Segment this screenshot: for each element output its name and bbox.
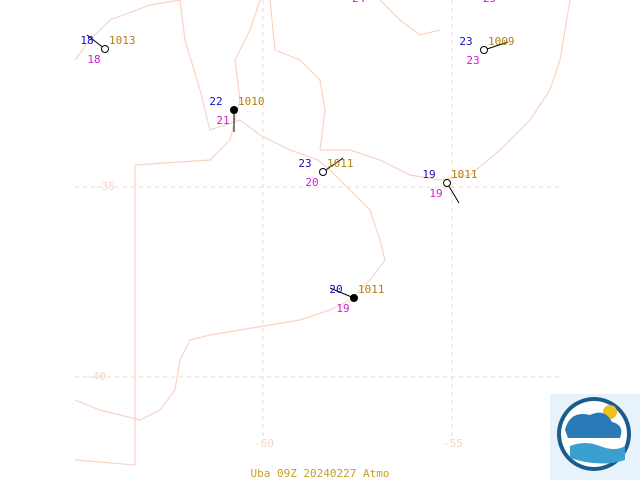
pressure: 1011 bbox=[451, 168, 478, 181]
grid-lines bbox=[75, 0, 560, 440]
lat-label: -40 bbox=[86, 370, 106, 383]
cut-label: 24 bbox=[352, 0, 366, 5]
wind-barb bbox=[329, 287, 355, 299]
pressure: 1011 bbox=[327, 157, 354, 170]
dewpoint: 23 bbox=[466, 54, 479, 67]
temperature: 20 bbox=[329, 283, 342, 296]
footer: Uba 09Z 20240227 Atmo bbox=[250, 467, 389, 480]
dewpoint: 19 bbox=[336, 302, 349, 315]
station-marker bbox=[230, 106, 238, 114]
station-marker bbox=[443, 179, 451, 187]
cut-label: 25 bbox=[483, 0, 496, 5]
coastlines bbox=[74, 0, 571, 466]
dewpoint: 19 bbox=[429, 187, 442, 200]
lat-label: -35 bbox=[95, 180, 115, 193]
pressure: 1013 bbox=[109, 34, 136, 47]
temperature: 23 bbox=[459, 35, 472, 48]
pressure: 1010 bbox=[238, 95, 265, 108]
stations: 18 1013 18 22 1010 21 23 1011 20 19 1011 19 20 1011 19… bbox=[80, 34, 514, 315]
logo bbox=[550, 394, 640, 480]
station-marker bbox=[480, 46, 488, 54]
wind-barb bbox=[322, 157, 344, 173]
station-marker bbox=[101, 45, 109, 53]
dewpoint: 18 bbox=[87, 53, 100, 66]
station-marker bbox=[319, 168, 327, 176]
lon-label: -60 bbox=[254, 437, 274, 450]
dewpoint: 21 bbox=[216, 114, 229, 127]
pressure: 1011 bbox=[358, 283, 385, 296]
lon-label: -55 bbox=[443, 437, 463, 450]
temperature: 19 bbox=[422, 168, 435, 181]
wind-barb bbox=[483, 41, 509, 51]
station-marker bbox=[350, 294, 358, 302]
pressure: 1009 bbox=[488, 35, 515, 48]
temperature: 18 bbox=[80, 34, 93, 47]
dewpoint: 20 bbox=[305, 176, 318, 189]
temperature: 23 bbox=[298, 157, 311, 170]
temperature: 22 bbox=[209, 95, 222, 108]
